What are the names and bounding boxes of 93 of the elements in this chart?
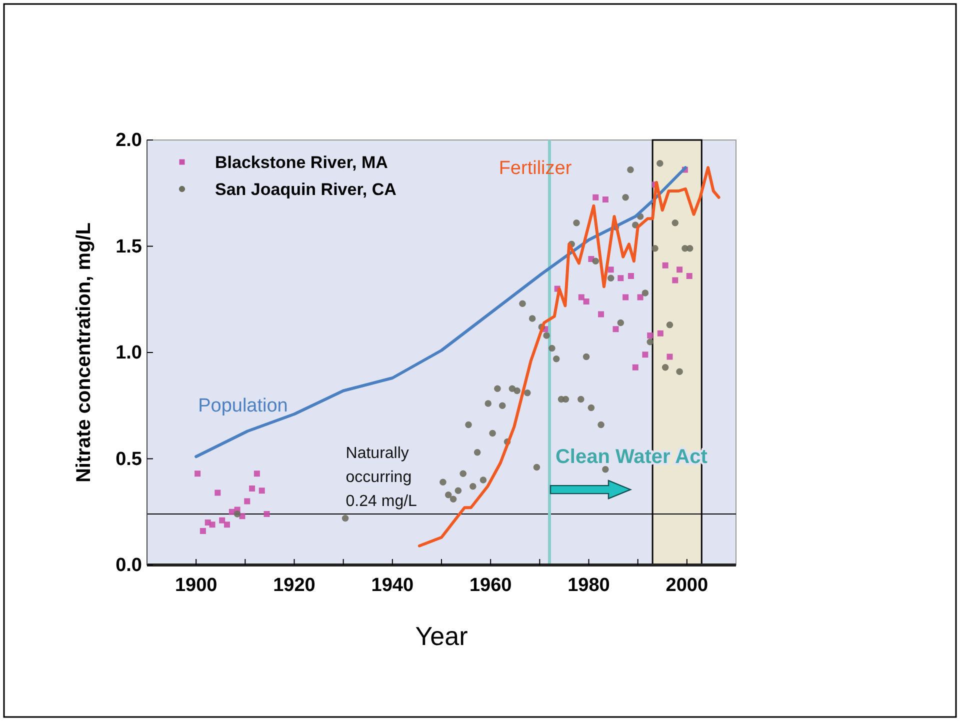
y-tick-label: 0.0 bbox=[116, 555, 142, 576]
point bbox=[578, 396, 584, 403]
point bbox=[548, 344, 556, 352]
point bbox=[514, 387, 520, 394]
point bbox=[494, 385, 501, 392]
point bbox=[460, 470, 466, 478]
point bbox=[470, 482, 476, 490]
point bbox=[657, 330, 664, 336]
point bbox=[214, 490, 221, 496]
point bbox=[672, 277, 678, 284]
point bbox=[528, 315, 536, 322]
point bbox=[656, 160, 664, 167]
point bbox=[234, 510, 241, 518]
ref-line-label: Naturally occurring 0.24 mg/L bbox=[346, 445, 418, 510]
point bbox=[524, 389, 531, 396]
point bbox=[489, 430, 496, 437]
point bbox=[219, 517, 226, 524]
point bbox=[454, 487, 462, 494]
point bbox=[642, 290, 649, 296]
point bbox=[642, 352, 648, 358]
point bbox=[628, 273, 634, 279]
x-tick-label: 1900 bbox=[174, 574, 218, 596]
point bbox=[484, 400, 492, 407]
point bbox=[666, 354, 673, 360]
point bbox=[602, 196, 608, 202]
point bbox=[578, 294, 584, 300]
legend-label: Blackstone River, MA bbox=[215, 153, 388, 172]
point bbox=[480, 476, 487, 484]
point bbox=[666, 321, 674, 328]
point bbox=[465, 421, 472, 428]
point bbox=[450, 496, 457, 503]
x-tick-label: 1940 bbox=[371, 574, 414, 596]
series-label: Population bbox=[198, 396, 288, 417]
point bbox=[686, 244, 694, 252]
point bbox=[573, 219, 580, 226]
point bbox=[342, 514, 349, 522]
point bbox=[662, 262, 668, 268]
point bbox=[686, 273, 692, 279]
point bbox=[249, 486, 256, 492]
point bbox=[598, 311, 604, 318]
x-tick-label: 2000 bbox=[666, 574, 708, 596]
point bbox=[646, 338, 654, 346]
point bbox=[598, 421, 604, 428]
point bbox=[533, 464, 540, 471]
series-label: Fertilizer bbox=[498, 158, 572, 179]
x-tick-label: 1980 bbox=[568, 574, 610, 596]
y-tick-label: 1.5 bbox=[116, 236, 142, 258]
x-axis-title: Year bbox=[415, 621, 468, 651]
point bbox=[194, 470, 201, 477]
point bbox=[254, 470, 260, 477]
y-tick-label: 1.0 bbox=[116, 342, 142, 364]
point bbox=[676, 266, 683, 273]
point bbox=[608, 266, 614, 273]
point bbox=[498, 402, 506, 410]
point bbox=[552, 355, 560, 362]
y-tick-label: 2.0 bbox=[116, 130, 142, 152]
point bbox=[617, 319, 624, 326]
legend-label: San Joaquin River, CA bbox=[215, 180, 396, 199]
point bbox=[672, 219, 679, 226]
point bbox=[622, 294, 629, 300]
point bbox=[676, 368, 683, 376]
point bbox=[637, 294, 644, 300]
point bbox=[583, 298, 590, 304]
point bbox=[592, 194, 599, 200]
point bbox=[264, 511, 270, 517]
point bbox=[440, 478, 446, 486]
point bbox=[618, 275, 624, 282]
point bbox=[647, 332, 654, 338]
point bbox=[588, 404, 595, 412]
point bbox=[258, 488, 265, 494]
point bbox=[627, 166, 634, 174]
point bbox=[209, 522, 216, 528]
x-tick-label: 1920 bbox=[273, 574, 316, 596]
point bbox=[622, 194, 629, 201]
point bbox=[662, 364, 669, 371]
point bbox=[602, 466, 609, 473]
point bbox=[519, 300, 526, 308]
y-tick-label: 0.5 bbox=[116, 448, 142, 470]
point bbox=[224, 522, 230, 528]
point bbox=[474, 448, 481, 456]
point bbox=[612, 326, 619, 332]
point bbox=[200, 528, 206, 534]
x-tick-label: 1960 bbox=[469, 574, 512, 596]
point bbox=[244, 498, 250, 504]
point bbox=[607, 274, 614, 282]
point bbox=[592, 258, 600, 265]
point bbox=[543, 332, 550, 339]
point bbox=[582, 353, 590, 360]
point bbox=[562, 396, 570, 403]
y-axis-title: Nitrate concentration, mg/L bbox=[73, 222, 95, 483]
point bbox=[632, 364, 638, 370]
point bbox=[444, 491, 452, 498]
point bbox=[652, 244, 658, 252]
